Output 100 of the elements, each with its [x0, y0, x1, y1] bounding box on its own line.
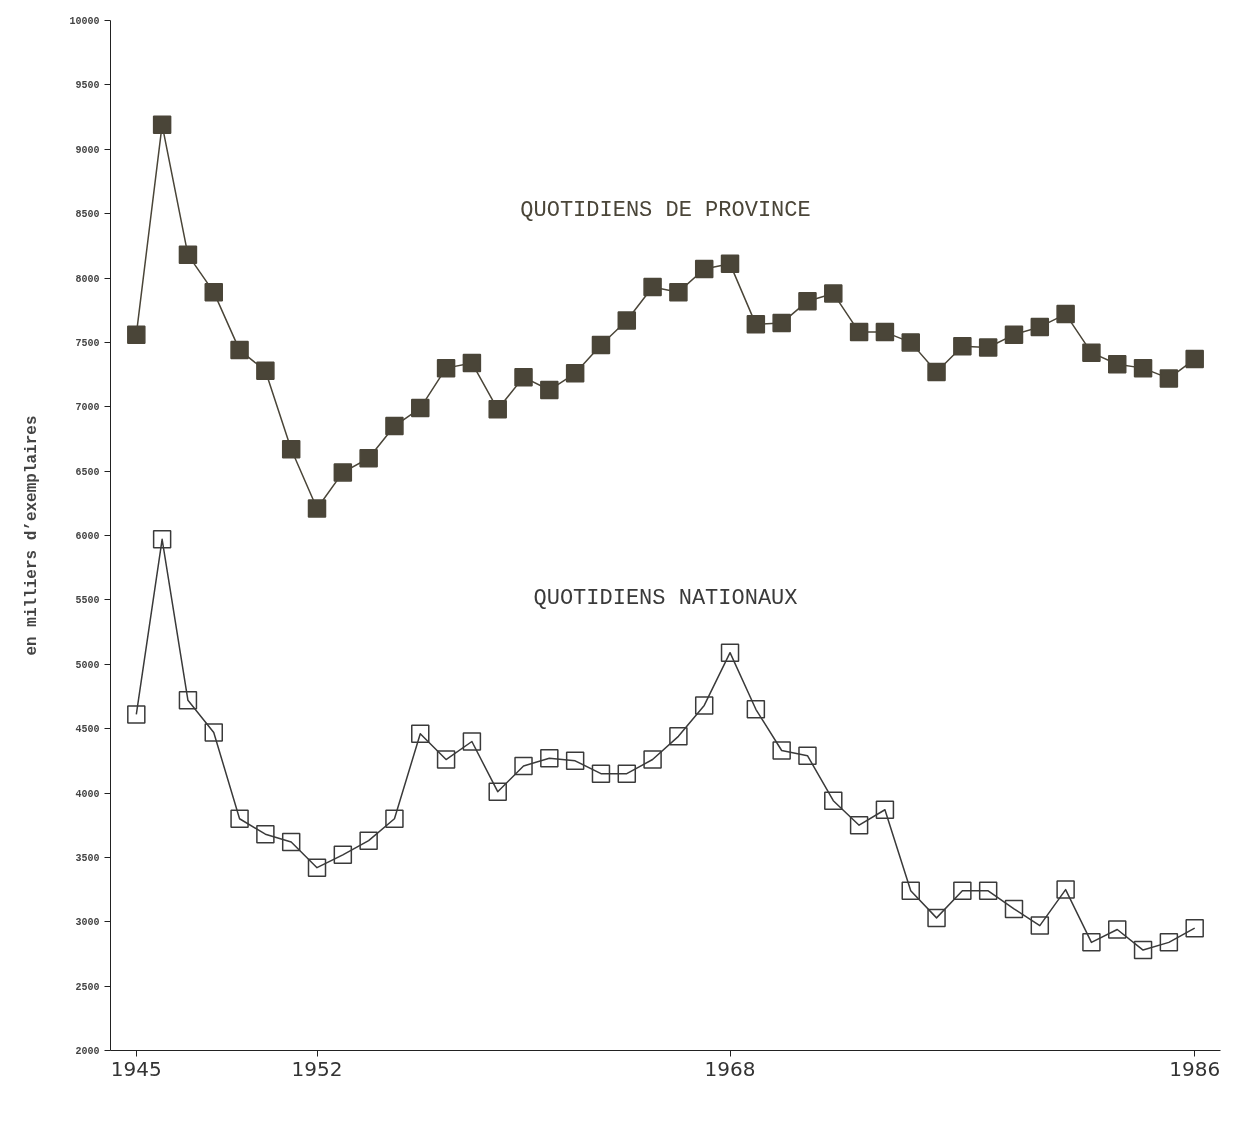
y-tick-label: 5000 [75, 659, 100, 671]
point [565, 364, 585, 383]
point [953, 881, 972, 901]
y-tick-label: 2000 [75, 1046, 100, 1057]
point [927, 362, 946, 382]
y-axis-title: en milliers d’exemplaires [23, 415, 42, 656]
point [1004, 325, 1024, 344]
point [875, 800, 895, 819]
point [462, 353, 482, 373]
point [204, 282, 224, 302]
point [669, 282, 688, 302]
point [1107, 355, 1127, 374]
point [359, 449, 378, 468]
point [385, 809, 404, 828]
point [178, 691, 198, 710]
point [1133, 940, 1153, 960]
y-tick-label: 9500 [75, 80, 100, 92]
y-tick-label: 6000 [75, 531, 100, 542]
point [720, 643, 740, 662]
point [824, 284, 843, 303]
text: QUOTIDIENS NATIONAUX [533, 586, 798, 612]
point [281, 439, 301, 459]
point [643, 750, 662, 769]
point [204, 723, 224, 742]
point [849, 815, 869, 835]
y-tick-label: 8500 [75, 209, 100, 221]
y-tick-label: 2500 [75, 981, 100, 993]
point [978, 881, 998, 901]
point [462, 732, 482, 751]
point [1159, 369, 1179, 388]
point [953, 336, 972, 356]
point [1185, 349, 1204, 369]
point [540, 380, 559, 400]
point [307, 499, 327, 518]
point [385, 416, 404, 436]
point [720, 254, 740, 274]
point [901, 333, 920, 352]
point [514, 367, 533, 387]
point [152, 115, 172, 135]
point [643, 277, 662, 297]
point [978, 338, 998, 357]
y-tick-label: 10000 [69, 16, 100, 27]
point [256, 361, 275, 380]
y-tick-label: 3500 [75, 852, 100, 864]
point [127, 325, 146, 344]
y-tick-label: 4000 [75, 788, 100, 800]
point [669, 727, 688, 746]
point [798, 291, 817, 311]
y-tick-label: 5500 [75, 595, 100, 607]
point [617, 764, 637, 783]
point [488, 782, 507, 801]
point [411, 724, 430, 744]
point [436, 358, 456, 378]
y-tick-label: 4500 [75, 724, 100, 736]
point [1056, 304, 1075, 324]
point [333, 845, 353, 865]
y-tick-label: 9000 [75, 144, 100, 156]
x-tick-label: 1952 [291, 1056, 343, 1081]
point [178, 245, 198, 265]
point [333, 463, 353, 482]
point [1185, 918, 1204, 938]
text: QUOTIDIENS DE PROVINCE [520, 197, 811, 223]
point [824, 791, 843, 810]
point [411, 398, 430, 418]
y-tick-label: 7500 [75, 337, 100, 349]
point [746, 315, 766, 334]
point [1030, 317, 1050, 337]
x-tick-label: 1986 [1169, 1056, 1221, 1081]
point [281, 832, 301, 852]
point [772, 741, 791, 760]
point [436, 750, 456, 769]
point [1056, 880, 1075, 899]
y-tick-label: 7000 [75, 402, 100, 414]
y-tick-label: 6500 [75, 466, 100, 478]
point [591, 335, 611, 355]
point [617, 311, 637, 330]
point [694, 696, 714, 715]
x-tick-label: 1945 [110, 1056, 162, 1081]
point [1107, 920, 1127, 939]
point [359, 831, 378, 850]
point [1082, 343, 1101, 362]
point [514, 756, 533, 776]
y-tick-label: 3000 [75, 917, 100, 929]
point [798, 746, 817, 765]
point [694, 259, 714, 279]
point [565, 751, 585, 771]
point [772, 313, 791, 333]
point [1082, 933, 1101, 952]
point [746, 700, 766, 719]
point [307, 858, 327, 877]
point [849, 322, 869, 342]
point [1004, 899, 1024, 919]
y-tick-label: 8000 [75, 273, 100, 285]
point [540, 748, 559, 768]
point [488, 400, 507, 419]
point [230, 340, 249, 360]
point [152, 530, 172, 549]
point [1159, 933, 1179, 952]
x-tick-label: 1968 [704, 1056, 756, 1081]
point [230, 809, 249, 828]
